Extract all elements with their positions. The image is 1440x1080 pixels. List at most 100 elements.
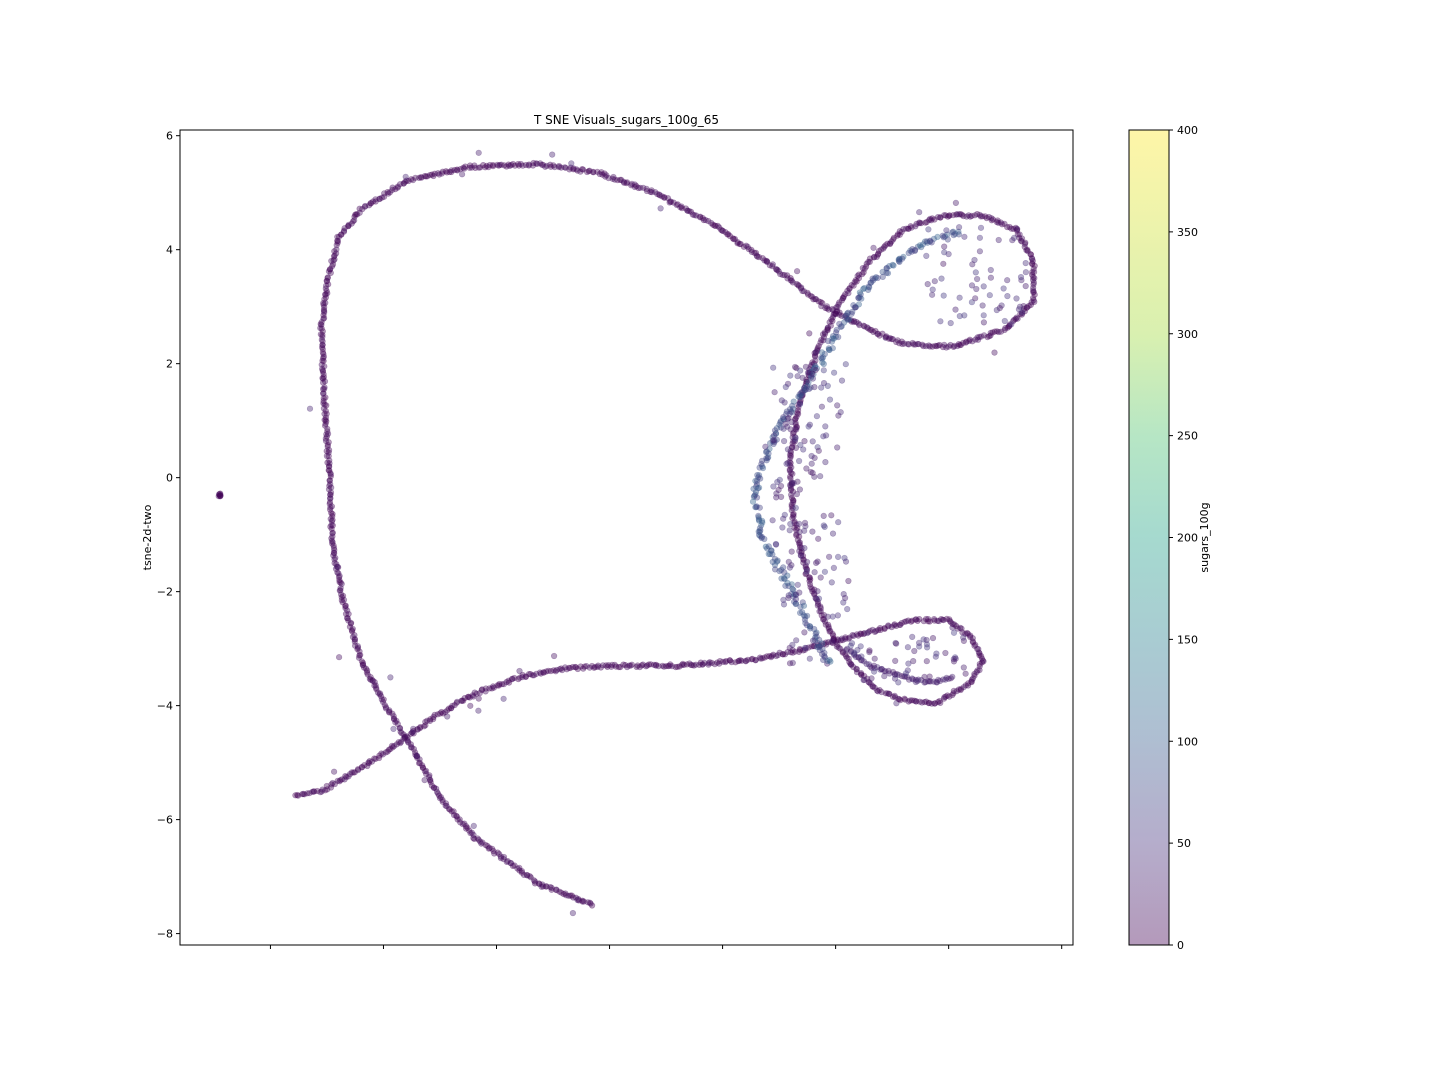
scatter-point bbox=[436, 171, 443, 178]
scatter-point bbox=[823, 303, 831, 310]
scatter-point bbox=[333, 560, 340, 568]
colorbar-gradient bbox=[1128, 129, 1170, 946]
scatter-point bbox=[326, 457, 333, 464]
scatter-point bbox=[542, 163, 549, 170]
scatter-point bbox=[323, 287, 330, 295]
scatter-point bbox=[793, 531, 800, 538]
scatter-point bbox=[525, 162, 533, 169]
scatter-point bbox=[792, 419, 799, 426]
scatter-point bbox=[892, 639, 899, 647]
scatter-point bbox=[357, 651, 364, 659]
scatter-point bbox=[319, 375, 327, 382]
scatter-point bbox=[829, 639, 837, 647]
scatter-point bbox=[470, 822, 477, 830]
scatter-point bbox=[590, 169, 597, 176]
scatter-point bbox=[494, 849, 501, 856]
scatter-point bbox=[653, 661, 660, 668]
scatter-point bbox=[1017, 310, 1024, 318]
scatter-point bbox=[855, 301, 863, 308]
scatter-point bbox=[828, 579, 835, 586]
scatter-point bbox=[781, 271, 788, 279]
scatter-point bbox=[1001, 220, 1008, 227]
scatter-point bbox=[789, 434, 796, 441]
scatter-point bbox=[787, 449, 795, 456]
scatter-point bbox=[500, 681, 508, 688]
scatter-point bbox=[793, 526, 800, 534]
scatter-point bbox=[825, 621, 832, 628]
scatter-point bbox=[814, 346, 821, 353]
scatter-point bbox=[784, 446, 792, 453]
scatter-point bbox=[798, 284, 805, 291]
scatter-point bbox=[759, 655, 766, 662]
scatter-point bbox=[338, 597, 345, 604]
scatter-point bbox=[500, 695, 507, 702]
scatter-point bbox=[853, 319, 860, 326]
scatter-point bbox=[937, 318, 944, 325]
scatter-point bbox=[1005, 323, 1013, 330]
scatter-point bbox=[577, 168, 584, 175]
scatter-point bbox=[1021, 308, 1028, 315]
scatter-point bbox=[419, 764, 427, 771]
scatter-point bbox=[444, 707, 451, 714]
scatter-point bbox=[320, 398, 327, 405]
scatter-point bbox=[858, 653, 865, 660]
scatter-point bbox=[793, 280, 800, 288]
scatter-point bbox=[886, 334, 894, 342]
scatter-point bbox=[830, 564, 838, 572]
scatter-point bbox=[326, 460, 333, 467]
scatter-point bbox=[853, 665, 860, 673]
scatter-point bbox=[812, 595, 820, 602]
scatter-point bbox=[869, 277, 877, 284]
scatter-point bbox=[386, 709, 393, 716]
scatter-point bbox=[486, 844, 493, 852]
scatter-point bbox=[457, 819, 464, 826]
scatter-point bbox=[319, 333, 326, 340]
scatter-point bbox=[896, 231, 903, 238]
scatter-point bbox=[422, 173, 430, 180]
scatter-point bbox=[388, 742, 396, 750]
scatter-point bbox=[536, 880, 543, 888]
scatter-point bbox=[784, 648, 791, 656]
plot-frame bbox=[179, 129, 1074, 946]
scatter-point bbox=[656, 191, 663, 198]
scatter-point bbox=[321, 378, 329, 385]
scatter-point bbox=[422, 722, 429, 729]
scatter-point bbox=[322, 414, 330, 421]
scatter-point bbox=[829, 305, 836, 313]
scatter-point bbox=[936, 341, 943, 349]
scatter-point bbox=[781, 651, 789, 658]
scatter-point bbox=[813, 413, 821, 420]
scatter-point bbox=[850, 632, 857, 640]
scatter-point bbox=[789, 515, 796, 522]
scatter-point bbox=[942, 693, 949, 700]
scatter-point bbox=[579, 897, 586, 904]
scatter-point bbox=[478, 686, 485, 694]
scatter-point bbox=[849, 308, 856, 315]
scatter-point bbox=[786, 451, 794, 459]
scatter-point bbox=[828, 512, 835, 519]
scatter-point bbox=[836, 309, 843, 316]
scatter-point bbox=[372, 196, 379, 203]
scatter-point bbox=[852, 304, 859, 311]
scatter-point bbox=[850, 663, 857, 671]
scatter-point bbox=[921, 698, 928, 706]
scatter-point bbox=[923, 219, 930, 226]
scatter-point bbox=[327, 491, 334, 498]
scatter-point bbox=[966, 633, 974, 641]
scatter-point bbox=[933, 343, 940, 350]
scatter-point bbox=[824, 324, 832, 331]
scatter-point bbox=[941, 233, 949, 240]
scatter-point bbox=[319, 338, 326, 345]
scatter-point bbox=[882, 334, 889, 341]
scatter-point bbox=[889, 336, 896, 343]
scatter-point bbox=[1010, 225, 1017, 232]
scatter-point bbox=[395, 739, 402, 746]
scatter-point bbox=[494, 682, 501, 689]
scatter-point bbox=[331, 256, 338, 263]
scatter-point bbox=[451, 702, 458, 709]
scatter-point bbox=[1004, 224, 1011, 231]
scatter-point bbox=[446, 806, 453, 813]
scatter-point bbox=[812, 296, 819, 303]
scatter-point bbox=[643, 187, 651, 195]
scatter-point bbox=[495, 162, 502, 169]
